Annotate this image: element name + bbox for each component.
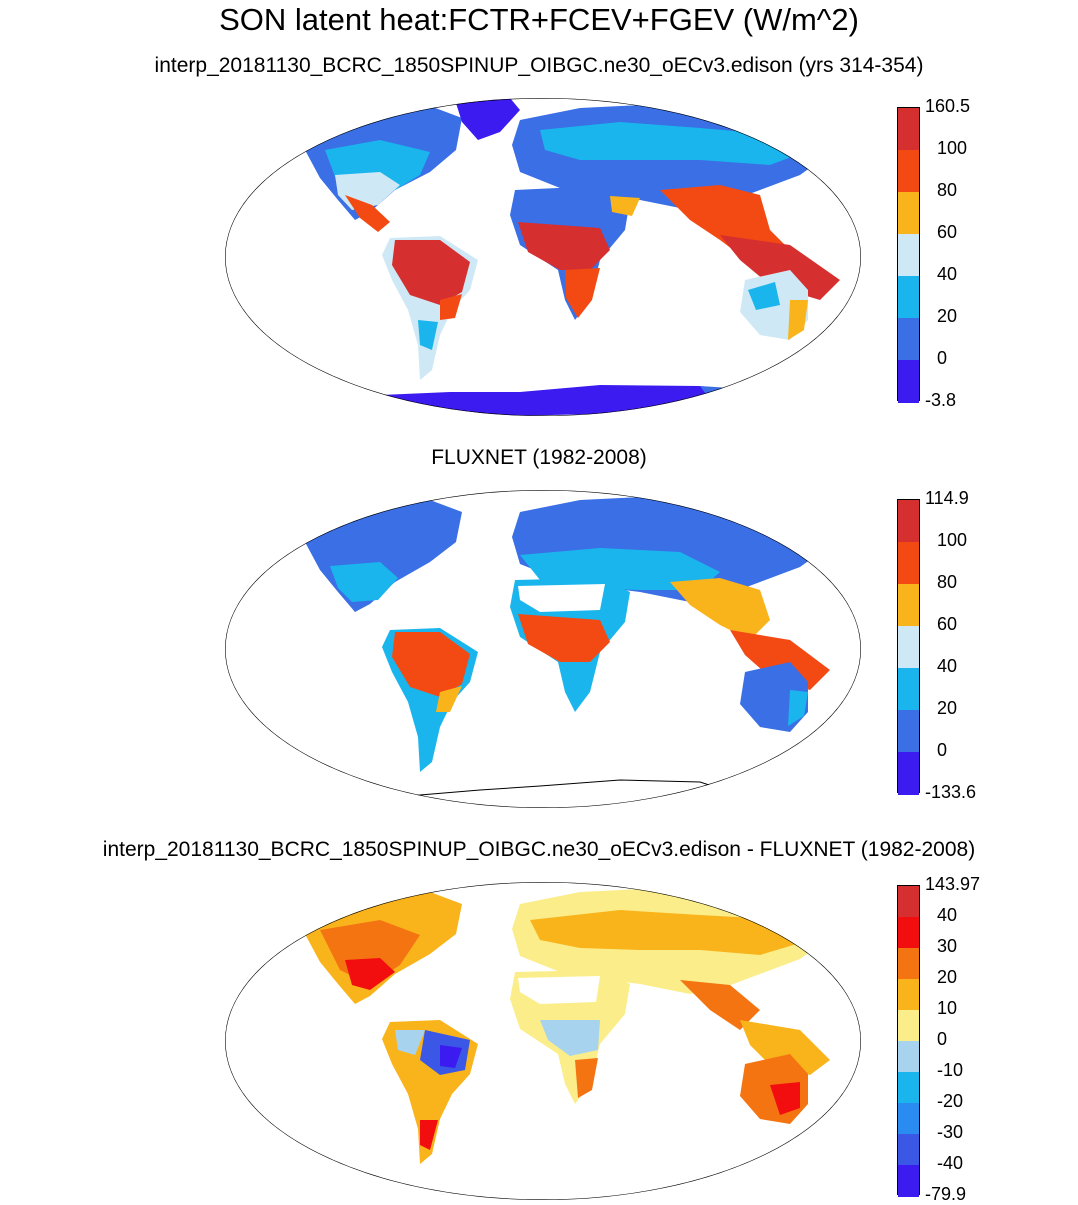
colorbar-swatch <box>898 1134 919 1166</box>
land-greenland <box>455 98 520 140</box>
colorbar-swatch <box>898 1010 919 1042</box>
colorbar-swatch <box>898 150 919 193</box>
colorbar-label: -133.6 <box>925 782 977 802</box>
colorbar-box <box>897 885 920 1197</box>
colorbar-swatch <box>898 1165 919 1197</box>
panel1-map <box>225 98 861 416</box>
colorbar-label: 0 <box>937 740 948 760</box>
colorbar-label: -20 <box>937 1091 964 1111</box>
colorbar-swatch <box>898 626 919 669</box>
colorbar-swatch <box>898 192 919 235</box>
colorbar-label: 30 <box>937 936 958 956</box>
colorbar-swatch <box>898 752 919 795</box>
land-africa-eurasia <box>510 888 835 1104</box>
colorbar-label: -79.9 <box>925 1184 967 1204</box>
land-australia <box>740 270 808 340</box>
colorbar-swatch <box>898 886 919 918</box>
colorbar-label: 114.9 <box>925 488 969 508</box>
colorbar-label: 0 <box>937 348 948 368</box>
colorbar-label: 100 <box>937 138 968 158</box>
colorbar-swatch <box>898 710 919 753</box>
colorbar-swatch <box>898 948 919 980</box>
colorbar-swatch <box>898 1072 919 1104</box>
panel2-map <box>225 490 861 808</box>
colorbar-label: -10 <box>937 1060 964 1080</box>
colorbar-label: 10 <box>937 998 958 1018</box>
colorbar-swatch <box>898 318 919 361</box>
colorbar-label: 20 <box>937 306 958 326</box>
panel1-subtitle: interp_20181130_BCRC_1850SPINUP_OIBGC.ne… <box>154 54 924 77</box>
land-africa-eurasia <box>510 104 840 320</box>
land-north-america <box>300 104 462 232</box>
colorbar-label: 100 <box>937 530 968 550</box>
land-north-america <box>300 498 462 612</box>
land-south-america <box>382 236 478 380</box>
colorbar-swatch <box>898 979 919 1011</box>
colorbar-swatch <box>898 1041 919 1073</box>
colorbar-label: 143.97 <box>925 874 981 894</box>
panel3-subtitle: interp_20181130_BCRC_1850SPINUP_OIBGC.ne… <box>102 838 976 861</box>
colorbar-label: 20 <box>937 698 958 718</box>
colorbar-swatch <box>898 917 919 949</box>
colorbar-label: -30 <box>937 1122 964 1142</box>
colorbar-swatch <box>898 500 919 543</box>
land-south-america <box>382 628 478 772</box>
panel3-map <box>225 882 861 1200</box>
colorbar-swatch <box>898 584 919 627</box>
colorbar-label: 160.5 <box>925 96 971 116</box>
colorbar-label: 60 <box>937 222 958 242</box>
colorbar-box <box>897 107 920 403</box>
colorbar-label: -40 <box>937 1153 964 1173</box>
land-north-america <box>300 890 462 1004</box>
colorbar-swatch <box>898 360 919 403</box>
land-antarctica-outline <box>354 779 801 808</box>
colorbar-label: -3.8 <box>925 390 957 410</box>
colorbar-swatch <box>898 668 919 711</box>
colorbar-swatch <box>898 542 919 585</box>
colorbar-label: 20 <box>937 967 958 987</box>
colorbar-swatch <box>898 276 919 319</box>
land-south-america <box>382 1020 478 1164</box>
colorbar-swatch <box>898 108 919 151</box>
colorbar-label: 80 <box>937 572 958 592</box>
colorbar-label: 80 <box>937 180 958 200</box>
colorbar-label: 60 <box>937 614 958 634</box>
colorbar-label: 0 <box>937 1029 948 1049</box>
colorbar-label: 40 <box>937 656 958 676</box>
land-australia <box>740 662 808 732</box>
figure-title: SON latent heat:FCTR+FCEV+FGEV (W/m^2) <box>219 2 859 37</box>
colorbar-swatch <box>898 1103 919 1135</box>
land-australia <box>740 1054 808 1124</box>
panel2-subtitle: FLUXNET (1982-2008) <box>431 446 647 469</box>
colorbar-swatch <box>898 234 919 277</box>
colorbar-box <box>897 499 920 795</box>
land-antarctica <box>300 385 800 416</box>
land-africa-eurasia <box>510 496 835 712</box>
colorbar-label: 40 <box>937 905 958 925</box>
colorbar-label: 40 <box>937 264 958 284</box>
